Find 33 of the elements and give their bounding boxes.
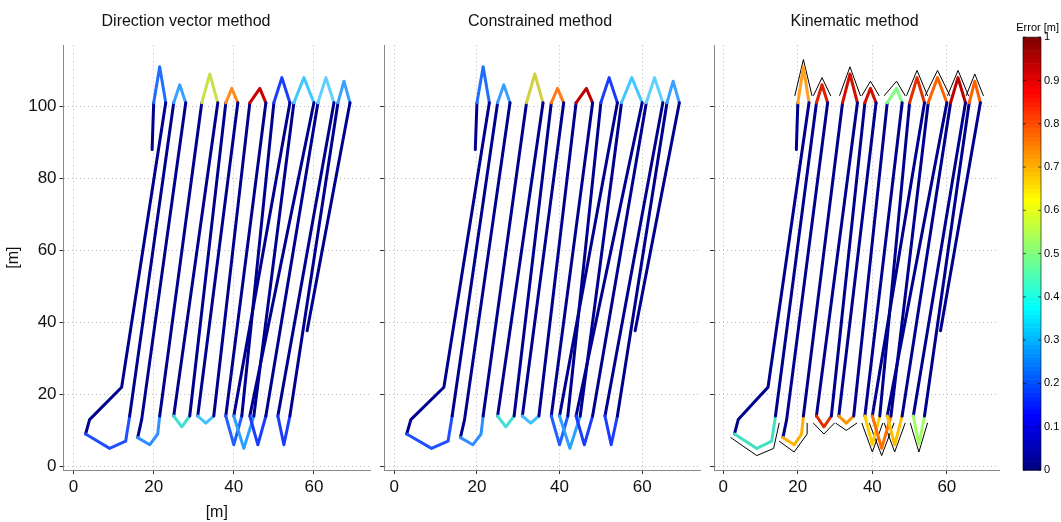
color-bar-label: 0	[1044, 463, 1051, 476]
x-tick-label: 0	[718, 476, 729, 496]
x-tick-label: 40	[550, 476, 570, 496]
color-bar-label: 0.6	[1044, 203, 1060, 216]
color-bar-label: 0.1	[1044, 419, 1060, 432]
x-tick-label: 0	[68, 476, 79, 496]
x-axis-title: [m]	[205, 502, 228, 520]
x-tick-label: 0	[389, 476, 400, 496]
chart-title: Constrained method	[467, 12, 613, 30]
x-tick-label: 60	[304, 476, 324, 496]
x-tick-label: 40	[862, 476, 882, 496]
y-axis-title: [m]	[4, 246, 22, 269]
color-bar-label: 0.4	[1044, 289, 1060, 302]
x-tick-label: 20	[788, 476, 808, 496]
y-tick-label: 40	[37, 312, 57, 332]
color-bar-label: 0.9	[1044, 73, 1060, 86]
y-tick-label: 80	[37, 168, 57, 188]
y-tick-label: 60	[37, 240, 57, 260]
color-bar-label: 0.2	[1044, 376, 1060, 389]
x-tick-label: 20	[144, 476, 164, 496]
y-tick-label: 20	[37, 384, 57, 404]
chart-title: Direction vector method	[101, 12, 271, 30]
y-tick-label: 0	[47, 456, 57, 476]
y-tick-label: 100	[28, 96, 57, 116]
x-tick-label: 40	[224, 476, 244, 496]
x-tick-label: 60	[632, 476, 652, 496]
chart-title: Kinematic method	[790, 12, 919, 30]
x-tick-label: 20	[467, 476, 487, 496]
x-tick-label: 60	[937, 476, 957, 496]
color-bar-label: 0.3	[1044, 333, 1060, 346]
color-bar-label: 0.7	[1044, 160, 1060, 173]
color-bar-label: 0.8	[1044, 116, 1060, 129]
color-bar-label: 0.5	[1044, 246, 1060, 259]
